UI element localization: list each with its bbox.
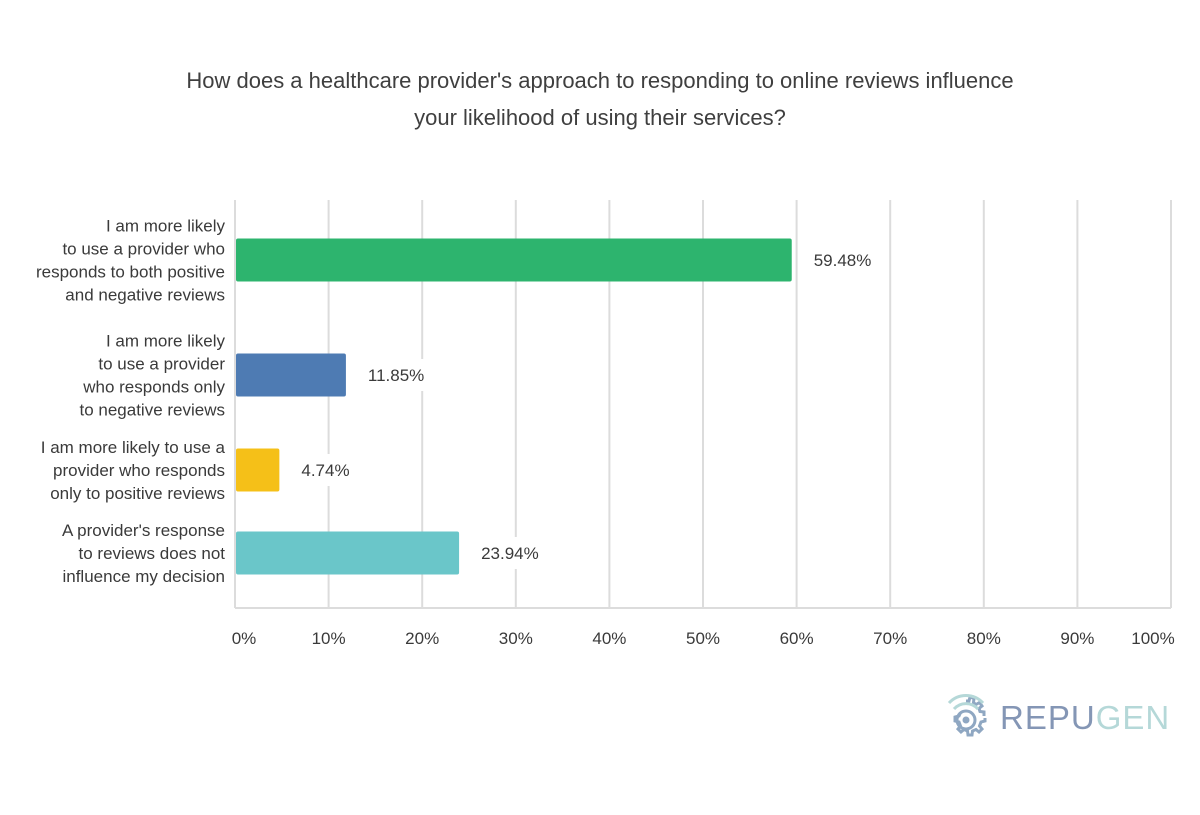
logo-text-repu: REPU: [1000, 699, 1096, 736]
chart-title: How does a healthcare provider's approac…: [100, 62, 1100, 136]
value-label-bg: [801, 244, 871, 276]
value-label-bg: [469, 537, 538, 569]
chart-title-line-1: How does a healthcare provider's approac…: [186, 68, 1014, 93]
value-label: 23.94%: [481, 544, 539, 563]
category-label: responds to both positive: [36, 263, 225, 282]
logo-text: REPUGEN: [1000, 699, 1170, 737]
x-tick-label: 0%: [232, 629, 257, 648]
x-tick-label: 70%: [873, 629, 907, 648]
logo-text-gen: GEN: [1095, 699, 1171, 736]
category-label: A provider's response: [62, 521, 225, 540]
category-label: who responds only: [82, 378, 225, 397]
category-label: to negative reviews: [79, 401, 225, 420]
x-tick-label: 10%: [312, 629, 346, 648]
x-tick-label: 40%: [592, 629, 626, 648]
x-tick-label: 60%: [780, 629, 814, 648]
value-label-bg: [289, 454, 349, 486]
bar: [236, 353, 346, 397]
x-tick-label: 20%: [405, 629, 439, 648]
repugen-logo: REPUGEN: [938, 690, 1170, 746]
signal-gear-icon: [947, 693, 987, 737]
value-label: 11.85%: [368, 366, 424, 385]
value-label: 59.48%: [814, 251, 872, 270]
category-label: influence my decision: [62, 567, 225, 586]
bar: [236, 448, 280, 492]
x-tick-label: 50%: [686, 629, 720, 648]
x-tick-label: 80%: [967, 629, 1001, 648]
category-label: I am more likely: [106, 217, 226, 236]
category-label: only to positive reviews: [50, 484, 225, 503]
x-tick-label: 30%: [499, 629, 533, 648]
category-label: to reviews does not: [79, 544, 226, 563]
category-label: to use a provider: [98, 355, 225, 374]
chart-title-line-2: your likelihood of using their services?: [414, 105, 786, 130]
category-label: and negative reviews: [65, 286, 225, 305]
category-label: I am more likely: [106, 332, 226, 351]
bar: [236, 238, 792, 282]
x-tick-label: 90%: [1060, 629, 1094, 648]
category-label: provider who responds: [53, 461, 225, 480]
category-label: to use a provider who: [62, 240, 225, 259]
category-label: I am more likely to use a: [41, 438, 226, 457]
bar: [236, 531, 460, 575]
value-label-bg: [355, 359, 425, 391]
x-tick-label: 100%: [1131, 629, 1174, 648]
value-label: 4.74%: [301, 461, 349, 480]
